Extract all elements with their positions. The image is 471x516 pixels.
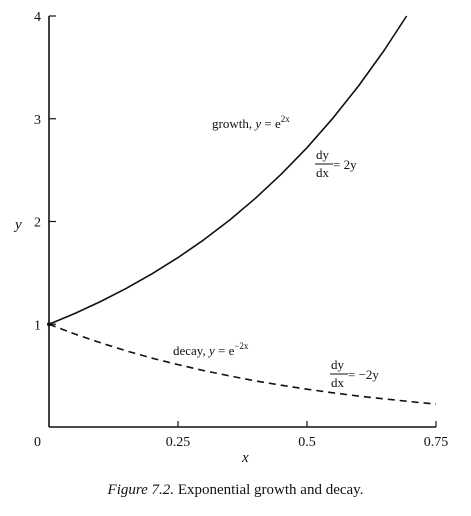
y-tick-label: 2 bbox=[34, 216, 41, 231]
growth-label-exp: 2x bbox=[281, 114, 291, 124]
series bbox=[47, 15, 437, 405]
start-point bbox=[47, 322, 51, 327]
growth-de: dy dx = 2y bbox=[315, 147, 357, 180]
caption-text: Exponential growth and decay. bbox=[174, 482, 364, 498]
decay-de-num: dy bbox=[331, 357, 345, 372]
x-axis-title: x bbox=[241, 450, 249, 466]
x-tick-label: 0.5 bbox=[298, 435, 316, 450]
growth-label-prefix: growth, bbox=[212, 116, 255, 131]
decay-de: dy dx = −2y bbox=[330, 357, 379, 390]
ticks: 0.25 0.5 0.75 1 2 3 4 bbox=[34, 10, 448, 450]
y-tick-label: 4 bbox=[34, 10, 41, 25]
figure-label: Figure 7.2. bbox=[107, 482, 175, 498]
decay-label-var: y bbox=[207, 343, 215, 358]
growth-label: growth, y = e2x bbox=[212, 114, 290, 131]
decay-de-rhs: = −2y bbox=[348, 367, 379, 382]
decay-curve bbox=[48, 323, 437, 405]
decay-label-prefix: decay, bbox=[173, 343, 209, 358]
decay-label-exp: −2x bbox=[234, 341, 249, 351]
decay-label: decay, y = e−2x bbox=[173, 341, 249, 358]
origin-label: 0 bbox=[34, 435, 41, 450]
growth-de-rhs: = 2y bbox=[333, 157, 357, 172]
growth-label-eq: = e bbox=[261, 116, 281, 131]
growth-de-num: dy bbox=[316, 147, 330, 162]
labels: 0 x y growth, y = e2x dy dx = 2y decay, … bbox=[13, 114, 379, 466]
growth-de-den: dx bbox=[316, 165, 330, 180]
figure-caption: Figure 7.2. Exponential growth and decay… bbox=[0, 482, 471, 499]
growth-curve bbox=[48, 15, 408, 326]
x-tick-label: 0.75 bbox=[424, 435, 449, 450]
decay-de-den: dx bbox=[331, 375, 345, 390]
y-axis-title: y bbox=[13, 217, 22, 233]
y-tick-label: 3 bbox=[34, 113, 41, 128]
x-tick-label: 0.25 bbox=[166, 435, 191, 450]
axes bbox=[48, 16, 436, 428]
growth-label-var: y bbox=[253, 116, 261, 131]
decay-label-eq: = e bbox=[215, 343, 235, 358]
y-tick-label: 1 bbox=[34, 318, 41, 333]
